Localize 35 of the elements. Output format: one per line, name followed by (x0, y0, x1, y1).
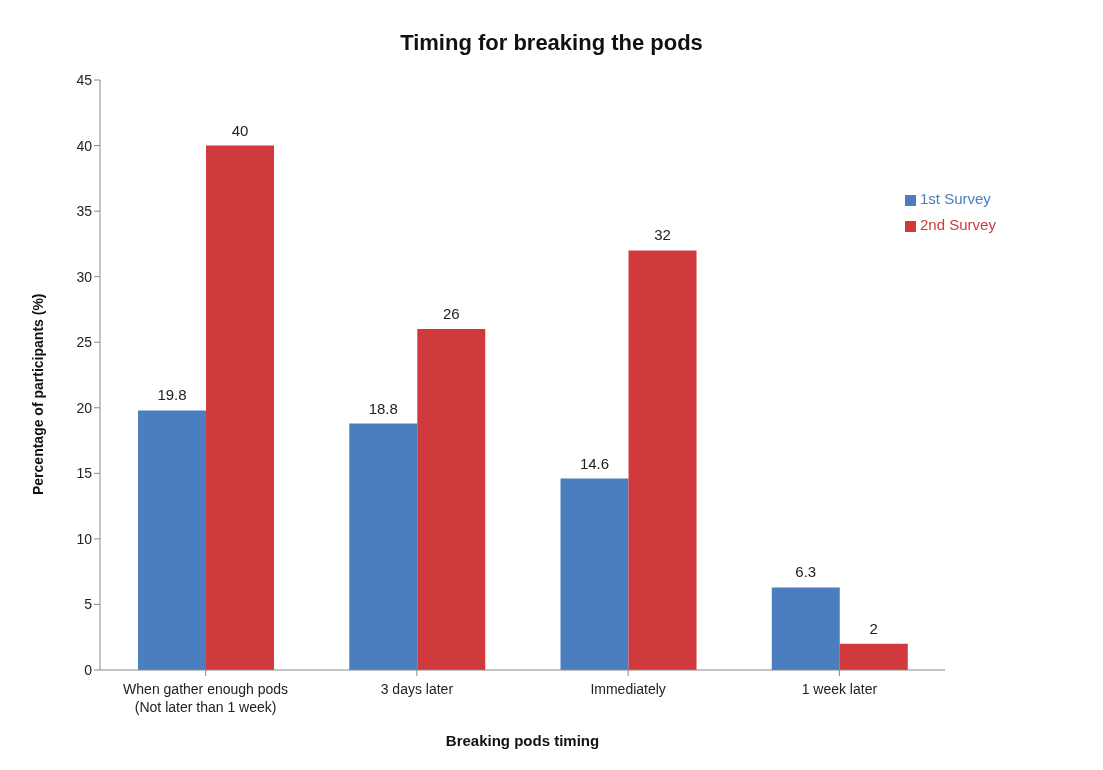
data-label: 18.8 (368, 399, 398, 417)
y-tick-label: 20 (76, 399, 93, 416)
y-tick-label: 30 (76, 268, 93, 285)
data-label: 14.6 (579, 454, 610, 472)
x-tick-label: Immediately (590, 681, 666, 697)
y-tick-label: 25 (76, 334, 93, 351)
x-tick-label: When gather enough pods (Not later than 1 week) (123, 681, 289, 715)
y-tick-label: 10 (76, 530, 93, 547)
legend-label: 1st Survey (920, 190, 991, 207)
bar (206, 145, 275, 670)
bar (839, 643, 908, 670)
y-axis-title: Percentage of participants (%) (29, 293, 46, 495)
x-tick-label: 3 days later (380, 681, 454, 697)
data-label: 19.8 (157, 386, 187, 404)
legend-label: 2nd Survey (920, 216, 996, 233)
y-tick-label: 45 (76, 71, 93, 88)
y-tick-label: 40 (76, 137, 93, 154)
bar (349, 423, 418, 670)
x-axis-title: Breaking pods timing (445, 732, 600, 749)
data-label: 6.3 (795, 563, 817, 581)
bar (138, 410, 207, 670)
y-tick-label: 5 (84, 596, 93, 613)
x-tick-label: 1 week later (801, 681, 878, 697)
bar (628, 250, 697, 670)
y-tick-label: 35 (76, 203, 93, 220)
data-label: 26 (442, 305, 460, 323)
data-label: 2 (869, 619, 878, 637)
data-label: 32 (654, 226, 671, 244)
bar (560, 478, 629, 670)
y-tick-label: 0 (84, 661, 93, 678)
chart-title: Timing for breaking the pods (399, 29, 704, 57)
bar (417, 329, 486, 670)
bar (771, 587, 840, 670)
y-tick-label: 15 (76, 465, 93, 482)
data-label: 40 (231, 121, 249, 139)
